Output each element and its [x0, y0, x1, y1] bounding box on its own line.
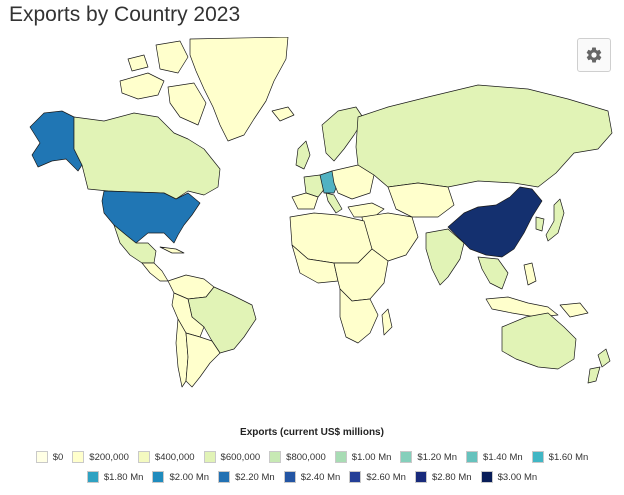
region-arctic-small[interactable] [127, 54, 149, 72]
legend-label: $1.40 Mn [483, 451, 523, 463]
legend-label: $2.40 Mn [300, 471, 341, 483]
region-uk[interactable] [295, 140, 311, 170]
legend-swatch [203, 451, 216, 463]
world-map-svg [8, 37, 614, 390]
region-alaska[interactable] [29, 110, 83, 172]
legend-item[interactable]: $2.40 Mn [283, 471, 341, 483]
legend-swatch [86, 471, 99, 483]
region-new-zealand-south[interactable] [587, 366, 601, 384]
legend-label: $2.00 Mn [169, 471, 210, 483]
legend-swatch [35, 451, 48, 463]
legend-item[interactable]: $1.00 Mn [334, 451, 392, 463]
region-france[interactable] [303, 174, 327, 198]
legend-label: $400,000 [154, 451, 195, 463]
legend-row-1: $0 $200,000 $400,000 $600,000 $800,000 $1.00 … [0, 451, 624, 463]
legend-swatch [349, 471, 362, 483]
region-italy[interactable] [325, 192, 343, 214]
legend-swatch [334, 451, 347, 463]
region-iceland[interactable] [271, 106, 295, 122]
map-title: Exports by Country 2023 [9, 3, 241, 26]
region-canada[interactable] [73, 112, 221, 200]
region-mexico[interactable] [113, 224, 157, 264]
region-indonesia[interactable] [485, 296, 559, 318]
legend-label: $2.80 Mn [431, 471, 472, 483]
region-philippines[interactable] [523, 262, 537, 286]
region-greenland[interactable] [189, 37, 289, 142]
region-southeast-asia[interactable] [477, 256, 509, 290]
region-arctic-islands[interactable] [119, 72, 165, 100]
region-southern-africa[interactable] [339, 288, 379, 344]
legend-label: $1.80 Mn [103, 471, 144, 483]
region-usa[interactable] [101, 190, 201, 244]
region-india[interactable] [425, 228, 465, 286]
region-japan[interactable] [545, 198, 565, 242]
legend-row-2: $1.80 Mn $2.00 Mn $2.20 Mn $2.40 Mn $2.60 Mn… [0, 471, 624, 483]
region-papua[interactable] [559, 302, 589, 318]
legend-label: $600,000 [220, 451, 261, 463]
legend-swatch [414, 471, 427, 483]
legend-label: $1.00 Mn [351, 451, 392, 463]
legend-item[interactable]: $2.80 Mn [414, 471, 472, 483]
legend-label: $200,000 [89, 451, 129, 463]
legend-item[interactable]: $600,000 [203, 451, 261, 463]
legend-title: Exports (current US$ millions) [240, 427, 384, 438]
legend-item[interactable]: $3.00 Mn [480, 471, 538, 483]
legend-swatch [218, 471, 231, 483]
region-spain[interactable] [291, 192, 319, 210]
legend-item[interactable]: $2.20 Mn [218, 471, 275, 483]
gear-icon [586, 47, 602, 63]
legend-item[interactable]: $1.80 Mn [86, 471, 144, 483]
region-arctic-islands-2[interactable] [155, 40, 189, 74]
legend-swatch [269, 451, 282, 463]
legend-swatch [400, 451, 413, 463]
region-australia[interactable] [501, 312, 577, 370]
region-cuba[interactable] [159, 246, 185, 254]
legend-label: $800,000 [286, 451, 326, 463]
legend-swatch [466, 451, 479, 463]
region-central-asia[interactable] [387, 182, 455, 218]
region-argentina[interactable] [185, 332, 221, 388]
region-madagascar[interactable] [381, 308, 393, 336]
world-map[interactable] [8, 37, 614, 390]
region-baffin[interactable] [167, 82, 207, 126]
legend-item[interactable]: $2.00 Mn [152, 471, 209, 483]
legend-label: $0 [52, 451, 64, 463]
region-turkey[interactable] [347, 202, 385, 218]
legend-item[interactable]: $800,000 [269, 451, 326, 463]
legend-swatch [152, 471, 165, 483]
legend-label: $1.20 Mn [417, 451, 458, 463]
legend-label: $3.00 Mn [497, 471, 538, 483]
region-russia[interactable] [355, 84, 613, 188]
legend-item[interactable]: $1.20 Mn [400, 451, 457, 463]
legend-label: $1.60 Mn [548, 451, 589, 463]
legend-item[interactable]: $1.60 Mn [531, 451, 589, 463]
legend-item[interactable]: $2.60 Mn [349, 471, 406, 483]
legend-item[interactable]: $400,000 [137, 451, 195, 463]
legend-item[interactable]: $1.40 Mn [466, 451, 523, 463]
legend-swatch [283, 471, 296, 483]
legend-swatch [137, 451, 150, 463]
legend-label: $2.60 Mn [366, 471, 406, 483]
legend-item[interactable]: $200,000 [72, 451, 129, 463]
region-scandinavia[interactable] [321, 106, 365, 162]
region-korea[interactable] [535, 216, 545, 232]
legend-label: $2.20 Mn [235, 471, 275, 483]
region-new-zealand[interactable] [597, 348, 611, 368]
legend-swatch [480, 471, 493, 483]
legend-item[interactable]: $0 [35, 451, 64, 463]
legend-swatch [72, 451, 85, 463]
region-central-africa[interactable] [333, 248, 389, 302]
region-china[interactable] [447, 186, 543, 258]
settings-button[interactable] [577, 38, 611, 72]
legend-swatch [531, 451, 544, 463]
